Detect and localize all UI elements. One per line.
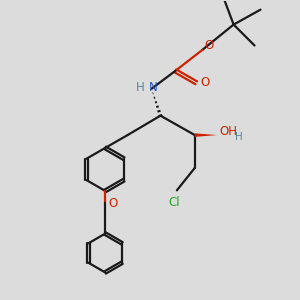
- Text: OH: OH: [219, 125, 237, 138]
- Text: H: H: [235, 133, 242, 142]
- Text: O: O: [204, 39, 214, 52]
- Text: O: O: [200, 76, 209, 89]
- Text: Cl: Cl: [168, 196, 180, 209]
- Text: O: O: [109, 197, 118, 210]
- Polygon shape: [195, 133, 217, 137]
- Text: H: H: [136, 81, 145, 94]
- Text: N: N: [148, 81, 158, 94]
